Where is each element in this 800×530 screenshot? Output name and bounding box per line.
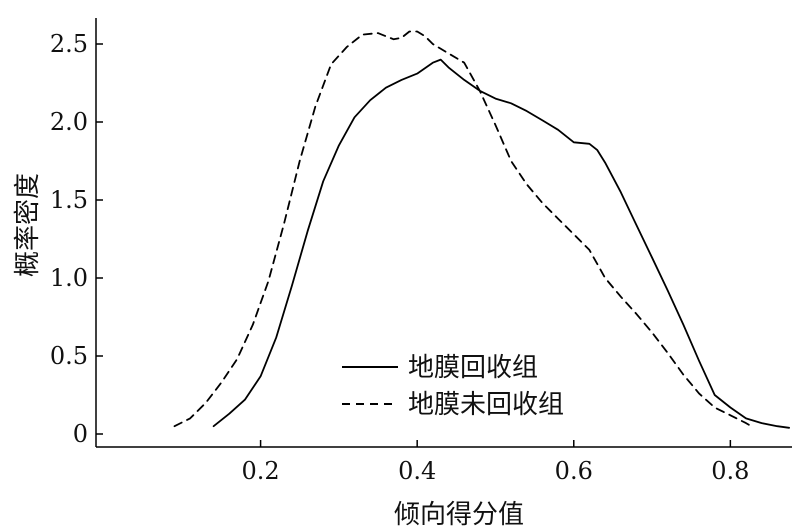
series-lines [173,30,790,429]
axes [95,18,792,448]
y-axis-title: 概率密度 [13,173,43,277]
legend: 地膜回收组 地膜未回收组 [342,353,564,420]
series-line-unrecycled [173,30,755,429]
legend-label-unrecycled: 地膜未回收组 [408,390,564,420]
x-tick-label: 0.8 [711,457,749,485]
x-tick-label: 0.2 [242,457,280,485]
legend-label-recycled: 地膜回收组 [408,353,538,383]
x-tick-label: 0.4 [398,457,436,485]
y-tick-label: 1.0 [50,264,88,292]
y-tick-label: 2.5 [50,30,88,58]
x-axis-title: 倾向得分值 [394,500,524,530]
series-line-recycled [212,58,790,429]
y-tick-label: 1.5 [50,186,88,214]
y-tick-label: 0.5 [50,342,88,370]
y-tick-label: 2.0 [50,108,88,136]
x-tick-label: 0.6 [555,457,593,485]
y-tick-label: 0 [73,420,88,448]
ticks: 0 0.5 1.0 1.5 2.0 2.5 0.2 0.4 0.6 0.8 [50,30,750,485]
